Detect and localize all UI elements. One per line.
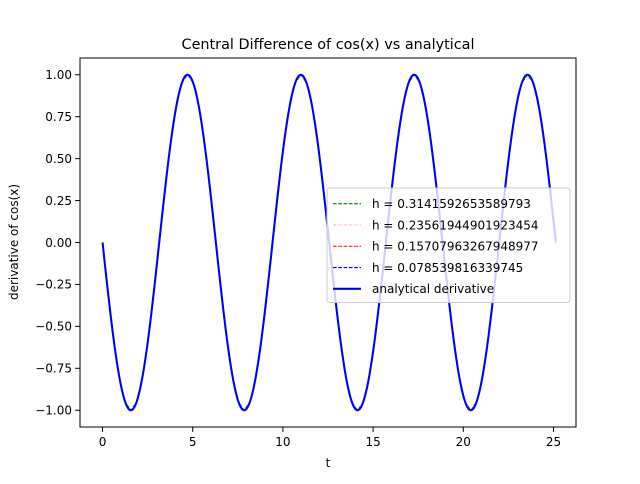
y-tick-label: 0.00 [45, 236, 72, 250]
legend-frame [326, 187, 571, 303]
x-axis-ticks: 0 5 10 15 20 25 [99, 427, 561, 449]
x-tick-label: 15 [365, 435, 380, 449]
y-tick-label: −1.00 [35, 404, 72, 418]
chart-title: Central Difference of cos(x) vs analytic… [182, 37, 475, 53]
legend-entry-label: h = 0.3141592653589793 [372, 197, 531, 211]
x-tick-label: 10 [275, 435, 290, 449]
x-tick-label: 5 [189, 435, 197, 449]
x-tick-label: 0 [99, 435, 107, 449]
legend-entry-label: h = 0.23561944901923454 [372, 218, 539, 232]
legend: h = 0.3141592653589793 h = 0.235619449019… [326, 187, 571, 303]
y-tick-label: 0.75 [45, 110, 72, 124]
y-tick-label: −0.25 [35, 278, 72, 292]
x-tick-label: 25 [546, 435, 561, 449]
y-tick-label: 0.25 [45, 194, 72, 208]
legend-entry-label: h = 0.078539816339745 [372, 261, 523, 275]
legend-entry-label: h = 0.15707963267948977 [372, 240, 539, 254]
y-axis-ticks: −1.00 −0.75 −0.50 −0.25 0.00 0.25 0.50 0.75 1.00 [35, 68, 80, 418]
y-tick-label: −0.50 [35, 320, 72, 334]
y-tick-label: 1.00 [45, 68, 72, 82]
legend-entry-label: analytical derivative [372, 282, 494, 296]
x-tick-label: 20 [456, 435, 471, 449]
x-axis-label: t [326, 456, 331, 470]
y-axis-label: derivative of cos(x) [7, 184, 21, 300]
y-tick-label: −0.75 [35, 362, 72, 376]
y-tick-label: 0.50 [45, 152, 72, 166]
